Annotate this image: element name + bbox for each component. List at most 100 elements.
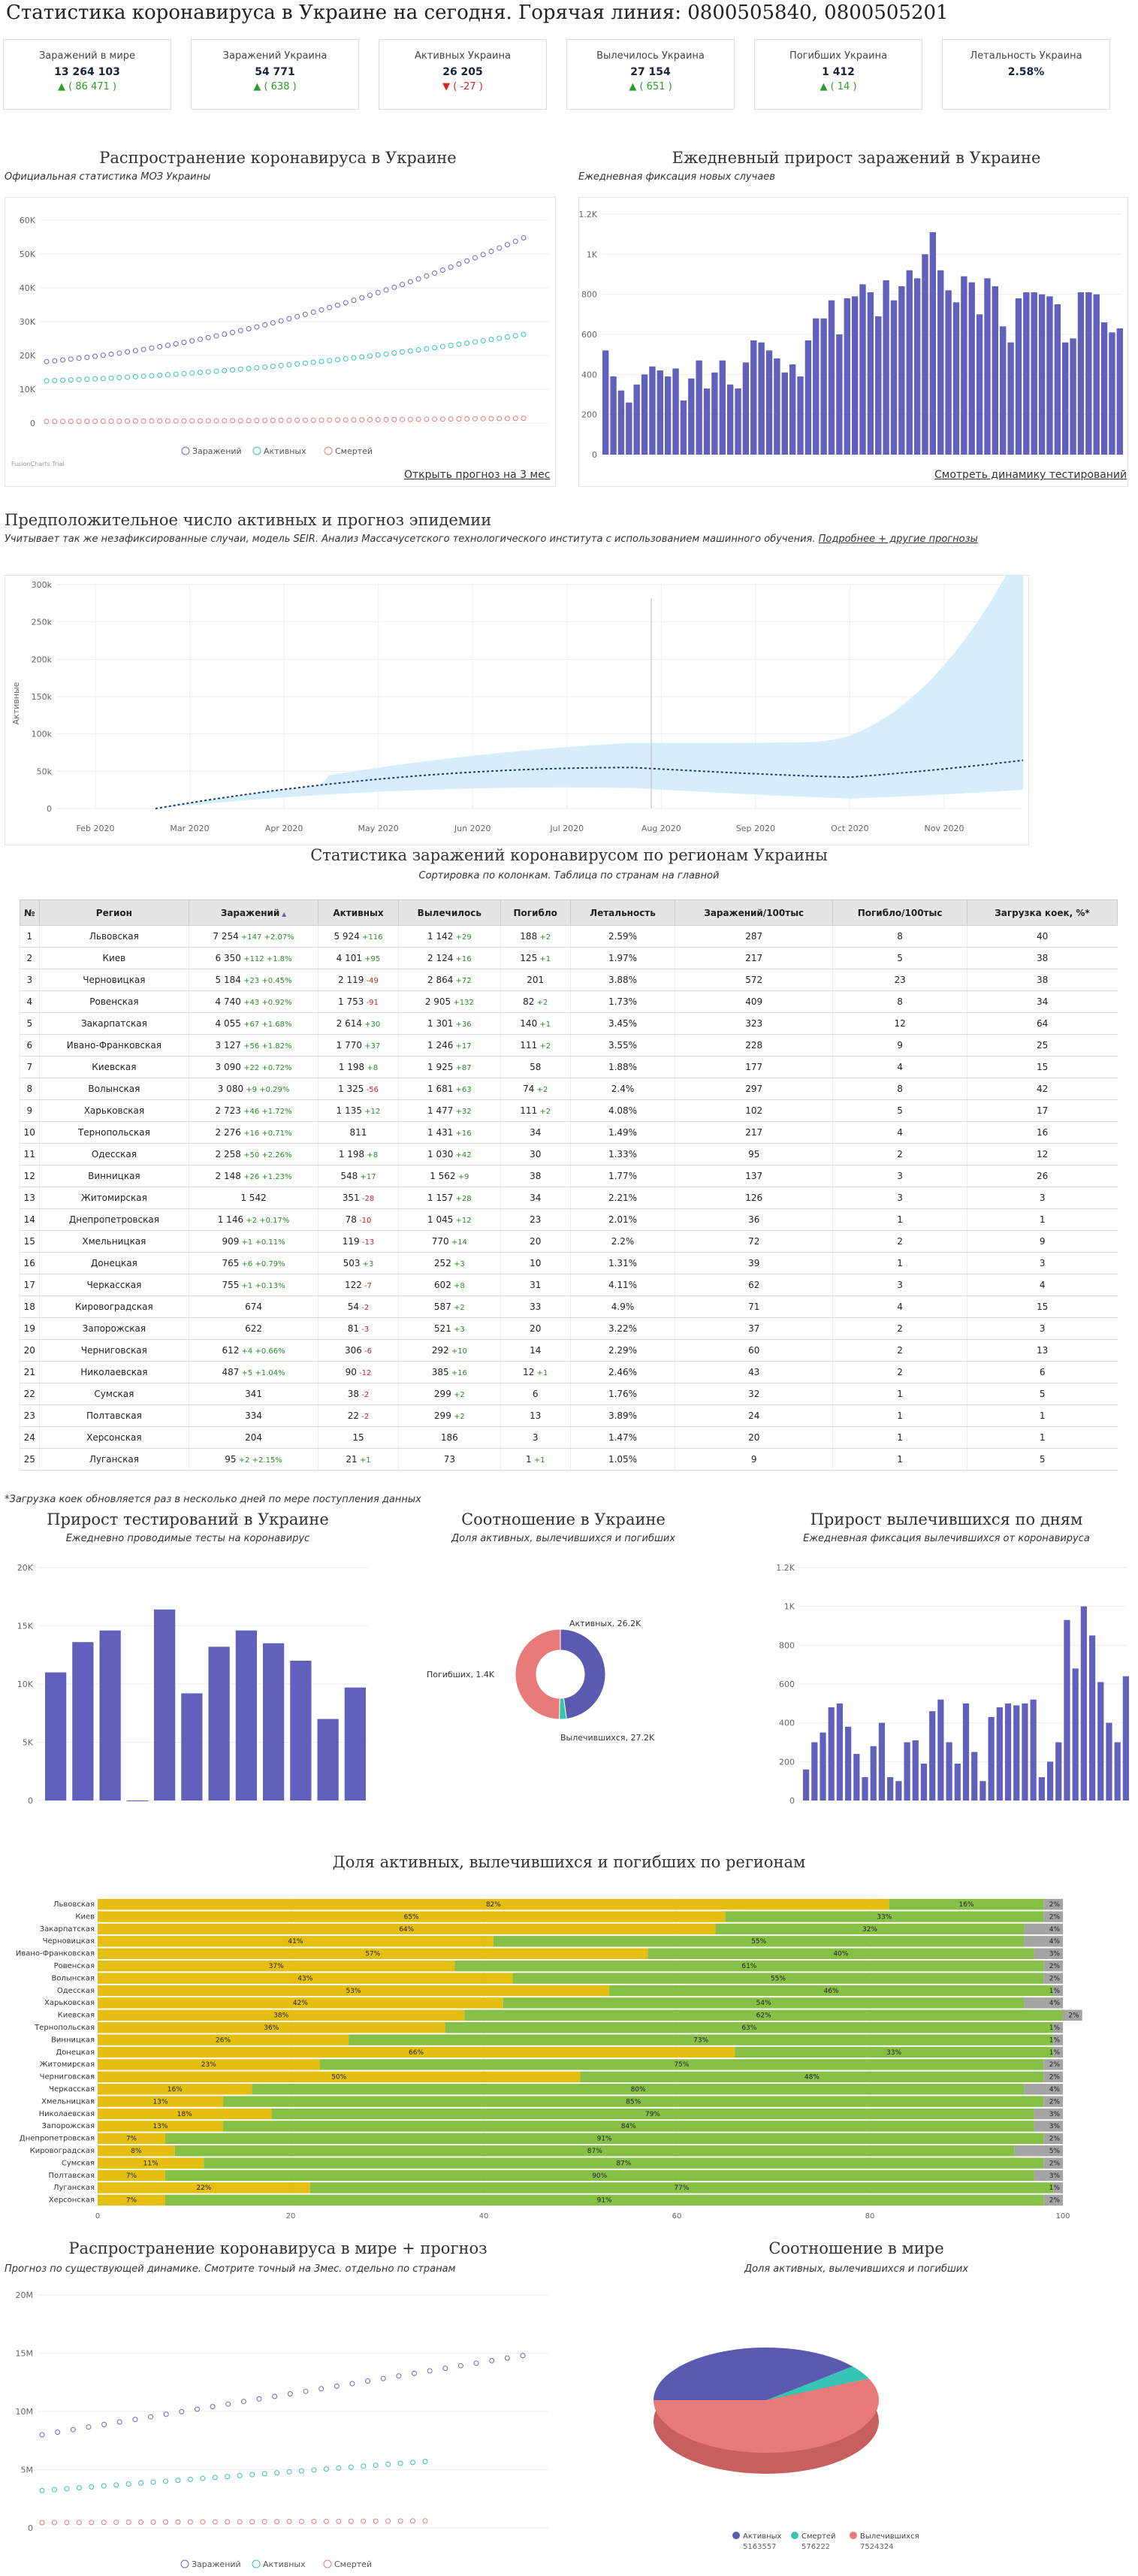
testing-dynamics-link[interactable]: Смотреть динамику тестирований [934, 469, 1127, 481]
stat-label: Активных Украина [415, 50, 511, 62]
table-cell: 23 [500, 1208, 571, 1231]
bar [726, 384, 734, 455]
segment-label: 3% [1049, 2111, 1061, 2118]
data-point [521, 416, 527, 422]
spread-title: Распространение коронавируса в Украине [99, 149, 457, 167]
table-cell: 1 301 +36 [398, 1012, 501, 1035]
table-header[interactable]: Регион [38, 899, 190, 926]
data-point [274, 2519, 280, 2525]
table-cell: 81 -3 [317, 1317, 399, 1340]
data-point [351, 298, 357, 304]
slice-label: Активных, 26.2K [569, 1619, 641, 1628]
segment-label: 22% [196, 2184, 211, 2192]
bar-segment [609, 1985, 1054, 1997]
table-cell: 4 055 +67 +1.68% [189, 1012, 318, 1035]
cell-delta: +1 [357, 1456, 371, 1465]
legend-marker [323, 2559, 332, 2568]
data-point [310, 309, 316, 315]
cell-value: 8 [897, 931, 903, 942]
cell-delta: +9 [243, 1086, 258, 1094]
cell-value: 2.4% [611, 1084, 635, 1094]
cell-delta-pct: +0.11% [252, 1238, 285, 1247]
cell-value: 8 [897, 1084, 903, 1094]
cell-value: 385 [431, 1367, 449, 1377]
bar [1072, 1668, 1079, 1800]
data-point [456, 416, 462, 422]
table-cell: 12 +1 [500, 1361, 571, 1383]
table-header[interactable]: Заражений/100тыс [675, 899, 834, 926]
regions-table: № Регион Заражений ▲ Активных Вылечилось Поги… [20, 899, 1118, 1471]
stat-value: 2.58% [1007, 66, 1045, 78]
segment-label: 41% [288, 1938, 303, 1946]
bar-segment [98, 1899, 889, 1910]
cell-delta-pct: +0.17% [257, 1217, 290, 1225]
table-cell: 5 924 +116 [317, 925, 399, 948]
cell-value: 23 [23, 1410, 35, 1421]
table-header[interactable]: Погибло/100тыс [832, 899, 967, 926]
data-point [237, 328, 243, 334]
table-cell: 1 198 +8 [317, 1143, 399, 1166]
bar-segment [889, 1899, 1044, 1910]
segment-label: 23% [201, 2061, 216, 2069]
cell-value: 43 [748, 1367, 760, 1377]
cell-value: 2 258 [215, 1149, 241, 1160]
data-point [70, 2426, 76, 2432]
bar [633, 384, 640, 455]
bar [929, 1711, 936, 1800]
data-point [407, 279, 413, 285]
x-tick-label: 60 [672, 2212, 682, 2221]
cell-value: Ивано-Франковская [66, 1040, 161, 1051]
table-cell: 228 [675, 1034, 833, 1057]
table-header[interactable]: № [20, 899, 40, 926]
bar [1031, 292, 1037, 455]
forecast-more-link[interactable]: Подробнее + другие прогнозы [818, 534, 978, 545]
table-cell: 62 [675, 1274, 833, 1296]
cell-value: 177 [745, 1062, 763, 1072]
pie-slice [515, 1628, 561, 1720]
segment-label: 2% [1049, 2160, 1061, 2167]
cell-delta: +56 [240, 1042, 260, 1051]
bar-segment [165, 2169, 1034, 2181]
cell-value: 351 [342, 1193, 360, 1203]
table-header[interactable]: Вылечилось [398, 899, 501, 926]
table-header[interactable]: Заражений ▲ [189, 899, 318, 926]
bar [1046, 1761, 1054, 1800]
cell-delta-pct: +2.26% [259, 1151, 292, 1160]
cell-value: 612 [222, 1345, 240, 1356]
cell-value: 15 [1037, 1302, 1049, 1312]
cell-value: 2 148 [215, 1171, 241, 1181]
slice-label: Погибших, 1.4K [427, 1670, 495, 1680]
data-point [318, 417, 324, 423]
data-point [348, 2464, 354, 2470]
cell-value: 3 [897, 1171, 903, 1181]
data-point [286, 2519, 292, 2525]
table-cell: 39 [675, 1252, 833, 1274]
table-cell: 15 [20, 1230, 40, 1253]
region-label: Одесская [57, 1987, 95, 1995]
cell-value: 31 [530, 1280, 542, 1290]
table-header[interactable]: Погибло [500, 899, 571, 926]
bar [774, 358, 780, 455]
segment-label: 87% [587, 2148, 602, 2155]
testing-chart: 0 5K 10K 15K 20K [5, 1553, 376, 1823]
cell-value: 95 [225, 1454, 237, 1465]
table-header[interactable]: Летальность [569, 899, 676, 926]
data-point [407, 348, 413, 354]
bar-segment [1053, 2046, 1063, 2058]
data-point [52, 358, 58, 364]
data-point [237, 2519, 243, 2525]
table-cell: 20 [500, 1230, 571, 1253]
table-cell: 20 [500, 1317, 571, 1340]
table-header[interactable]: Загрузка коек, %* [966, 899, 1118, 926]
bar [781, 372, 788, 455]
cell-value: 34 [530, 1127, 542, 1138]
table-header[interactable]: Активных [317, 899, 400, 926]
open-forecast-link[interactable]: Открыть прогноз на 3 мес [404, 469, 551, 481]
table-cell: 2 614 +30 [317, 1012, 399, 1035]
cell-delta: +16 [240, 1129, 260, 1138]
cell-value: 5 [1039, 1389, 1046, 1399]
bar-segment [204, 2157, 1044, 2169]
table-cell: 4.08% [569, 1099, 675, 1122]
table-cell: 1.31% [569, 1252, 675, 1274]
bar [235, 1630, 257, 1800]
